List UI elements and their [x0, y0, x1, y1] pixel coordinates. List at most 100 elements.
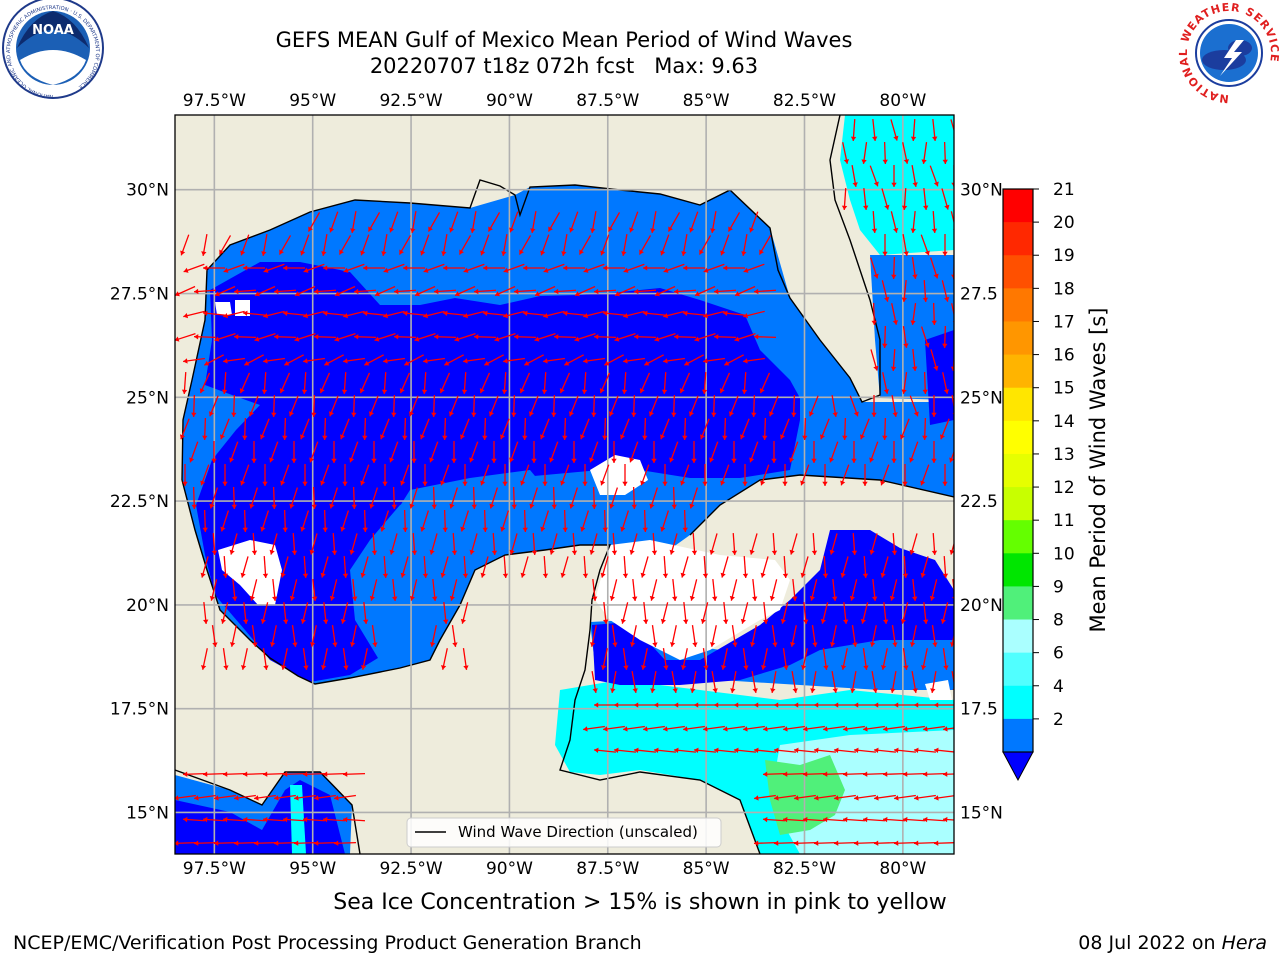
wind-arrow-head: [243, 265, 248, 271]
wind-arrow-head: [924, 342, 930, 348]
wind-arrow-head: [903, 665, 909, 670]
wind-arrow-head: [903, 771, 908, 777]
wind-arrow-head: [621, 251, 627, 256]
wind-arrow-head: [488, 411, 494, 417]
wind-arrow-head: [279, 249, 284, 255]
wind-arrow-head: [431, 412, 437, 417]
wind-arrow-head: [294, 291, 300, 297]
wind-arrow-head: [249, 595, 255, 601]
wind-arrow-head: [688, 411, 694, 417]
wind-arrow-head: [742, 573, 749, 578]
wind-arrow-head: [734, 291, 740, 297]
wind-arrow-head: [891, 550, 898, 555]
wind-arrow-head: [274, 795, 279, 801]
wind-arrow-head: [832, 596, 838, 601]
wind-arrow-head: [749, 457, 755, 463]
wind-arrow-head: [291, 550, 298, 555]
wind-arrow-head: [871, 228, 878, 233]
lat-tick-label-right: 15°N: [960, 803, 1003, 823]
wind-arrow-head: [882, 435, 888, 440]
colorbar-segment: [1003, 420, 1033, 455]
wind-arrow-head: [252, 642, 258, 647]
wind-arrow-head: [873, 181, 879, 187]
wind-arrow-head: [441, 251, 447, 256]
wind-arrow-head: [234, 334, 239, 340]
wind-arrow-head: [549, 457, 555, 463]
wind-arrow-head: [920, 572, 926, 578]
wind-arrow-head: [203, 265, 208, 271]
wind-arrow-head: [763, 619, 769, 624]
wind-arrow-head: [894, 702, 899, 708]
wind-arrow-head: [782, 481, 788, 486]
wind-arrow-head: [602, 435, 608, 440]
nws-logo: NATIONAL WEATHER SERVICE: [1177, 1, 1280, 105]
wind-arrow-head: [274, 840, 279, 846]
wind-arrow-head: [202, 527, 208, 532]
wind-arrow-head: [254, 336, 260, 342]
chart-subtitle: 20220707 t18z 072h fcst Max: 9.63: [369, 54, 759, 78]
wind-arrow-head: [251, 550, 258, 555]
wind-arrow-head: [211, 458, 217, 463]
wind-arrow-head: [663, 665, 669, 670]
wind-arrow-head: [368, 411, 374, 417]
lon-tick-label-bottom: 90°W: [486, 859, 533, 879]
wind-arrow-head: [440, 572, 446, 578]
wind-arrow-head: [269, 549, 275, 555]
wind-arrow-head: [923, 816, 928, 823]
wind-arrow-head: [933, 273, 939, 279]
wind-arrow-head: [421, 389, 428, 394]
wind-arrow-head: [223, 358, 228, 364]
wind-arrow-head: [422, 481, 428, 486]
wind-arrow-head: [631, 504, 637, 509]
wind-arrow-head: [209, 595, 215, 601]
wind-arrow-head: [874, 795, 879, 801]
colorbar-tick-label: 19: [1053, 246, 1075, 266]
wind-arrow-head: [730, 688, 736, 693]
wind-arrow-head: [523, 265, 528, 271]
wind-arrow-head: [261, 251, 267, 256]
wind-arrow-head: [619, 434, 625, 440]
wind-arrow-head: [863, 816, 868, 823]
wind-arrow-head: [530, 228, 536, 233]
wind-arrow-head: [323, 816, 328, 823]
wind-arrow-head: [201, 251, 207, 256]
wind-arrow-head: [883, 771, 888, 777]
wind-arrow-head: [322, 435, 328, 440]
wind-arrow-head: [262, 481, 268, 486]
wind-arrow-head: [423, 267, 429, 273]
wind-arrow-head: [383, 313, 389, 319]
wind-arrow-head: [223, 665, 229, 670]
wind-arrow-head: [720, 480, 726, 486]
wind-arrow-head: [942, 251, 948, 256]
wind-arrow-head: [600, 665, 607, 670]
wind-arrow-head: [914, 702, 919, 708]
wind-arrow-head: [944, 296, 950, 302]
wind-arrow-head: [283, 310, 288, 316]
wind-arrow-head: [812, 642, 818, 647]
wind-arrow-head: [939, 434, 945, 440]
wind-arrow-head: [369, 503, 375, 509]
wind-arrow-head: [562, 527, 568, 532]
wind-arrow-head: [454, 291, 460, 297]
wind-arrow-head: [243, 816, 248, 823]
wind-arrow-head: [654, 336, 660, 342]
wind-arrow-head: [803, 726, 808, 732]
wind-arrow-head: [943, 816, 948, 823]
wind-arrow-head: [259, 434, 265, 440]
wind-arrow-head: [269, 457, 275, 463]
wind-arrow-head: [561, 251, 567, 256]
wind-arrow-head: [283, 619, 289, 624]
wind-arrow-head: [910, 228, 916, 233]
wind-arrow-shaft: [951, 303, 954, 318]
wind-arrow-head: [599, 388, 605, 394]
wind-arrow-head: [191, 412, 197, 417]
wind-arrow-head: [343, 313, 349, 319]
wind-arrow-head: [449, 227, 455, 233]
wind-arrow-head: [474, 288, 479, 295]
wind-arrow-head: [823, 726, 828, 732]
wind-arrow-head: [432, 596, 438, 601]
lat-tick-label-right: 25°N: [960, 388, 1003, 408]
wind-arrow-head: [200, 480, 206, 486]
wind-arrow-head: [902, 573, 909, 578]
wind-arrow-head: [944, 204, 950, 210]
